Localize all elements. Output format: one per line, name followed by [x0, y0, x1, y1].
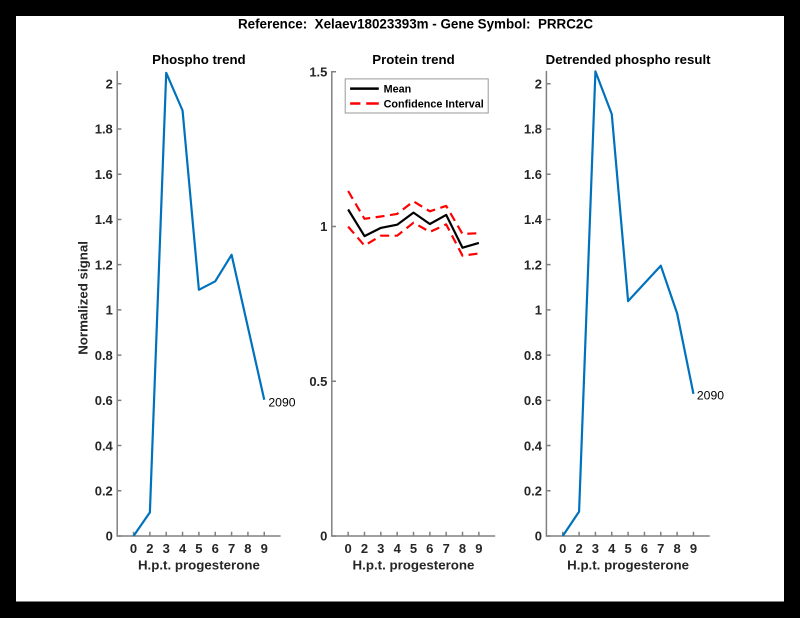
svg-text:3: 3: [377, 541, 384, 556]
svg-text:0.5: 0.5: [309, 374, 327, 389]
svg-text:Protein trend: Protein trend: [372, 52, 454, 67]
svg-text:0.8: 0.8: [95, 348, 113, 363]
svg-text:2: 2: [575, 541, 582, 556]
svg-text:0.6: 0.6: [524, 393, 542, 408]
svg-text:7: 7: [443, 541, 450, 556]
svg-text:Reference: Xelaev18023393m -: Reference: Xelaev18023393m - Gene Symbol…: [238, 17, 593, 32]
svg-text:0.8: 0.8: [524, 348, 542, 363]
svg-text:1.2: 1.2: [524, 257, 542, 272]
svg-text:1.4: 1.4: [95, 212, 114, 227]
svg-text:8: 8: [459, 541, 466, 556]
svg-text:2: 2: [535, 77, 542, 92]
svg-text:0: 0: [130, 541, 137, 556]
svg-text:1.4: 1.4: [524, 212, 543, 227]
svg-text:3: 3: [163, 541, 170, 556]
svg-text:8: 8: [244, 541, 251, 556]
svg-text:0: 0: [344, 541, 351, 556]
svg-text:Confidence Interval: Confidence Interval: [384, 99, 484, 111]
svg-text:Detrended phospho result: Detrended phospho result: [546, 52, 711, 67]
svg-text:9: 9: [475, 541, 482, 556]
svg-text:0: 0: [320, 529, 327, 544]
svg-text:7: 7: [228, 541, 235, 556]
svg-text:2090: 2090: [697, 388, 724, 402]
svg-text:5: 5: [624, 541, 631, 556]
svg-text:4: 4: [179, 541, 187, 556]
svg-text:1.8: 1.8: [95, 122, 113, 137]
svg-text:5: 5: [410, 541, 417, 556]
svg-text:1: 1: [320, 219, 327, 234]
svg-text:1: 1: [535, 303, 542, 318]
svg-text:H.p.t. progesterone: H.p.t. progesterone: [567, 557, 689, 572]
svg-text:4: 4: [394, 541, 402, 556]
svg-text:1.8: 1.8: [524, 122, 542, 137]
svg-text:9: 9: [690, 541, 697, 556]
svg-text:0: 0: [106, 529, 113, 544]
svg-text:0: 0: [535, 529, 542, 544]
svg-text:2: 2: [361, 541, 368, 556]
svg-text:8: 8: [673, 541, 680, 556]
svg-text:1.5: 1.5: [309, 65, 327, 80]
svg-text:Phospho trend: Phospho trend: [152, 52, 245, 67]
svg-text:7: 7: [657, 541, 664, 556]
svg-text:6: 6: [426, 541, 433, 556]
svg-text:H.p.t. progesterone: H.p.t. progesterone: [138, 557, 260, 572]
svg-text:Mean: Mean: [384, 84, 412, 96]
svg-text:H.p.t. progesterone: H.p.t. progesterone: [353, 557, 475, 572]
svg-text:1: 1: [106, 303, 113, 318]
svg-text:0.4: 0.4: [524, 438, 543, 453]
svg-text:0.2: 0.2: [95, 483, 113, 498]
svg-text:0.6: 0.6: [95, 393, 113, 408]
svg-text:4: 4: [608, 541, 616, 556]
svg-text:0.2: 0.2: [524, 483, 542, 498]
svg-text:6: 6: [641, 541, 648, 556]
svg-text:9: 9: [261, 541, 268, 556]
svg-text:0: 0: [559, 541, 566, 556]
svg-text:3: 3: [592, 541, 599, 556]
svg-text:Normalized signal: Normalized signal: [75, 241, 90, 355]
svg-text:1.6: 1.6: [95, 167, 113, 182]
svg-text:2: 2: [146, 541, 153, 556]
svg-text:2: 2: [106, 77, 113, 92]
svg-text:6: 6: [212, 541, 219, 556]
svg-text:2090: 2090: [268, 395, 295, 409]
svg-text:1.6: 1.6: [524, 167, 542, 182]
svg-text:0.4: 0.4: [95, 438, 114, 453]
svg-text:5: 5: [195, 541, 202, 556]
svg-text:1.2: 1.2: [95, 257, 113, 272]
